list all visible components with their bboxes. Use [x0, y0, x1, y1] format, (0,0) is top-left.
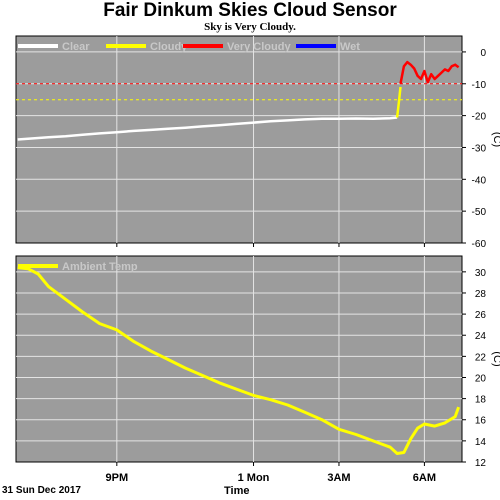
y-tick-label: -60	[472, 239, 487, 250]
y-axis-label: (C)	[491, 351, 500, 366]
legend-label: Very Cloudy	[227, 41, 291, 53]
y-tick-label: 0	[480, 48, 486, 59]
panel-0: 0 -10 -20 -30 -40 -50 -60 (C) Clear Cloudy Very Cl…	[15, 35, 500, 250]
y-tick-label: -40	[472, 175, 487, 186]
y-tick-label: 20	[475, 373, 487, 384]
y-tick-label: -30	[472, 143, 487, 154]
legend-label: Clear	[62, 41, 90, 53]
y-tick-label: 22	[475, 352, 487, 363]
y-tick-label: 26	[475, 310, 487, 321]
legend-label: Cloudy	[150, 41, 188, 53]
y-tick-label: 12	[475, 458, 487, 469]
chart-title: Fair Dinkum Skies Cloud Sensor	[103, 0, 397, 21]
y-tick-label: 14	[475, 437, 487, 448]
date-label: 31 Sun Dec 2017	[2, 485, 81, 496]
panel-1: 30 28 26 24 22 20 18 16 14 12 (C) Ambient Temp	[15, 255, 500, 469]
x-tick-label: 3AM	[327, 472, 350, 484]
series-line-cloudy	[395, 86, 402, 118]
plot-area	[15, 255, 463, 463]
series-line-ambient-temp	[17, 266, 461, 455]
x-axis-label: Time	[224, 485, 250, 497]
y-axis-label: (C)	[491, 132, 500, 147]
x-tick-label: 1 Mon	[238, 472, 270, 484]
legend-label: Ambient Temp	[62, 261, 138, 273]
plot-area	[15, 35, 463, 244]
legend-label: Wet	[340, 41, 360, 53]
y-tick-label: 16	[475, 416, 487, 427]
series-line-clear	[17, 116, 398, 141]
y-tick-label: 18	[475, 395, 487, 406]
y-tick-label: -20	[472, 112, 487, 123]
x-tick-label: 9PM	[106, 472, 129, 484]
y-tick-label: 24	[475, 331, 487, 342]
y-tick-label: 30	[475, 268, 487, 279]
y-tick-label: -10	[472, 80, 487, 91]
y-tick-label: -50	[472, 207, 487, 218]
y-tick-label: 28	[475, 289, 487, 300]
series-line-very-cloudy	[399, 60, 460, 85]
x-tick-label: 6AM	[413, 472, 436, 484]
chart-subtitle: Sky is Very Cloudy.	[204, 21, 296, 33]
